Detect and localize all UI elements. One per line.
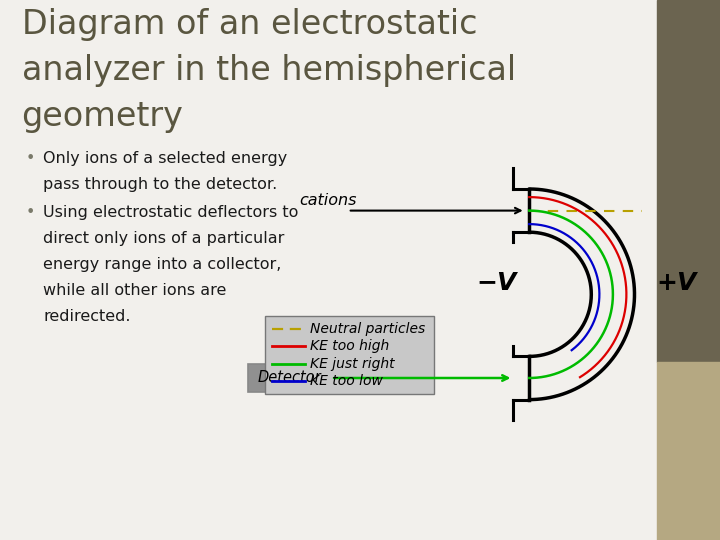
Text: •: • <box>25 205 35 220</box>
Text: energy range into a collector,: energy range into a collector, <box>43 257 282 272</box>
Text: pass through to the detector.: pass through to the detector. <box>43 177 277 192</box>
Text: KE too high: KE too high <box>310 339 389 353</box>
Text: geometry: geometry <box>22 100 184 133</box>
Text: direct only ions of a particular: direct only ions of a particular <box>43 231 284 246</box>
Bar <box>265 316 434 394</box>
Bar <box>248 364 331 392</box>
Text: analyzer in the hemispherical: analyzer in the hemispherical <box>22 54 516 87</box>
Text: Neutral particles: Neutral particles <box>310 322 425 336</box>
Bar <box>657 362 720 540</box>
Text: −V: −V <box>477 272 517 295</box>
Text: cations: cations <box>299 193 356 208</box>
Text: •: • <box>25 151 35 166</box>
Text: KE too low: KE too low <box>310 374 382 388</box>
Text: Only ions of a selected energy: Only ions of a selected energy <box>43 151 287 166</box>
Bar <box>657 0 720 362</box>
Text: Diagram of an electrostatic: Diagram of an electrostatic <box>22 8 477 41</box>
Text: Detector: Detector <box>258 370 322 386</box>
Text: +V: +V <box>656 272 696 295</box>
Text: redirected.: redirected. <box>43 309 131 324</box>
Text: KE just right: KE just right <box>310 357 395 371</box>
Text: while all other ions are: while all other ions are <box>43 283 227 298</box>
Text: Using electrostatic deflectors to: Using electrostatic deflectors to <box>43 205 299 220</box>
